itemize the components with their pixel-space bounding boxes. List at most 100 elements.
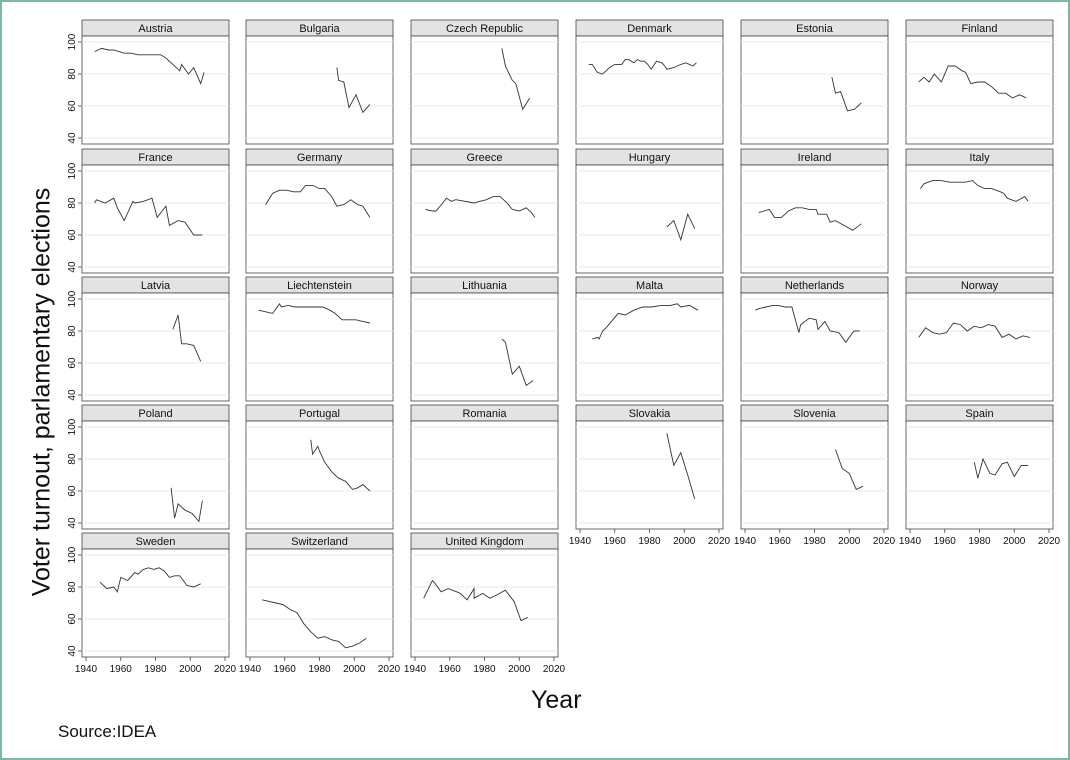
y-tick-label: 80	[67, 197, 78, 209]
series-line-slovakia	[666, 433, 696, 500]
panel-plot-area	[740, 35, 889, 145]
panel-plot-area	[410, 548, 559, 658]
panel-title: Finland	[961, 23, 997, 35]
x-tick-label: 2020	[543, 664, 566, 675]
panel-plot-area	[575, 164, 724, 274]
y-tick-label: 40	[67, 132, 78, 144]
panel-plot-area	[245, 420, 394, 530]
panel-plot-area	[245, 292, 394, 402]
source-note: Source:IDEA	[58, 722, 157, 741]
x-axis-label: Year	[531, 686, 582, 714]
panel-title: Malta	[636, 280, 664, 292]
panel-title: Italy	[969, 152, 990, 164]
panel-title: Ireland	[798, 152, 832, 164]
series-line-greece	[425, 196, 536, 218]
series-line-latvia	[172, 314, 202, 362]
y-tick-label: 60	[67, 100, 78, 112]
panel-title: Lithuania	[462, 280, 508, 292]
x-tick-label: 2020	[214, 664, 237, 675]
panel-plot-area	[740, 164, 889, 274]
x-tick-label: 1960	[274, 664, 297, 675]
panel-title: France	[138, 152, 172, 164]
series-line-sweden	[99, 567, 201, 593]
series-line-denmark	[588, 59, 697, 75]
y-tick-label: 40	[67, 261, 78, 273]
x-tick-label: 1960	[604, 536, 627, 547]
panel-plot-area	[245, 35, 394, 145]
y-tick-label: 100	[67, 418, 78, 435]
panel-title: Norway	[961, 280, 999, 292]
x-tick-label: 2000	[673, 536, 696, 547]
panel-plot-area	[575, 35, 724, 145]
x-tick-label: 2000	[343, 664, 366, 675]
y-tick-label: 100	[67, 546, 78, 563]
panel-title: Czech Republic	[446, 23, 524, 35]
x-tick-label: 1980	[308, 664, 331, 675]
series-line-malta	[592, 303, 699, 340]
x-tick-label: 1940	[899, 536, 922, 547]
x-tick-label: 1960	[439, 664, 462, 675]
panel-title: Netherlands	[785, 280, 845, 292]
y-tick-label: 100	[67, 290, 78, 307]
x-tick-label: 1940	[734, 536, 757, 547]
y-tick-label: 40	[67, 389, 78, 401]
y-tick-label: 80	[67, 68, 78, 80]
x-tick-label: 1960	[769, 536, 792, 547]
series-line-slovenia	[834, 449, 864, 491]
series-line-ireland	[758, 207, 862, 231]
panel-plot-area	[81, 35, 230, 145]
x-tick-label: 1940	[569, 536, 592, 547]
x-tick-label: 2020	[1038, 536, 1061, 547]
panel-plot-area	[245, 548, 394, 658]
series-line-portugal	[310, 439, 371, 492]
series-line-czech-republic	[501, 48, 531, 111]
x-tick-label: 2020	[378, 664, 401, 675]
panel-plot-area	[575, 420, 724, 530]
x-tick-label: 2000	[508, 664, 531, 675]
panel-title: Greece	[466, 152, 502, 164]
y-tick-label: 100	[67, 162, 78, 179]
panel-plot-area	[81, 164, 230, 274]
panel-plot-area	[575, 292, 724, 402]
panel-title: Liechtenstein	[287, 280, 352, 292]
series-line-liechtenstein	[258, 302, 371, 324]
series-line-switzerland	[262, 599, 367, 649]
series-line-hungary	[666, 212, 696, 242]
series-line-united-kingdom	[423, 579, 529, 622]
x-tick-label: 1980	[803, 536, 826, 547]
x-tick-label: 2000	[1003, 536, 1026, 547]
series-line-finland	[918, 65, 1027, 99]
series-line-germany	[265, 184, 371, 218]
x-tick-label: 2000	[179, 664, 202, 675]
y-tick-label: 80	[67, 581, 78, 593]
series-line-spain	[973, 457, 1029, 479]
y-tick-label: 60	[67, 613, 78, 625]
panel-title: Slovakia	[629, 408, 671, 420]
y-tick-label: 60	[67, 485, 78, 497]
y-tick-label: 40	[67, 517, 78, 529]
x-tick-label: 1980	[144, 664, 167, 675]
x-tick-label: 1940	[75, 664, 98, 675]
series-line-norway	[918, 322, 1031, 340]
panel-title: Romania	[462, 408, 507, 420]
panel-title: Portugal	[299, 408, 340, 420]
x-tick-label: 1960	[934, 536, 957, 547]
panel-title: Estonia	[796, 23, 834, 35]
series-line-poland	[170, 487, 203, 523]
series-line-austria	[94, 47, 205, 85]
panel-title: Poland	[138, 408, 172, 420]
panel-plot-area	[81, 292, 230, 402]
panel-plot-area	[905, 35, 1054, 145]
x-tick-label: 1980	[473, 664, 496, 675]
panel-title: Austria	[138, 23, 173, 35]
panel-plot-area	[410, 35, 559, 145]
panel-plot-area	[740, 420, 889, 530]
y-tick-label: 60	[67, 357, 78, 369]
panel-title: Slovenia	[793, 408, 836, 420]
series-line-lithuania	[501, 338, 534, 387]
panel-title: Hungary	[629, 152, 671, 164]
y-tick-label: 60	[67, 229, 78, 241]
x-tick-label: 2020	[873, 536, 896, 547]
panel-plot-area	[905, 164, 1054, 274]
